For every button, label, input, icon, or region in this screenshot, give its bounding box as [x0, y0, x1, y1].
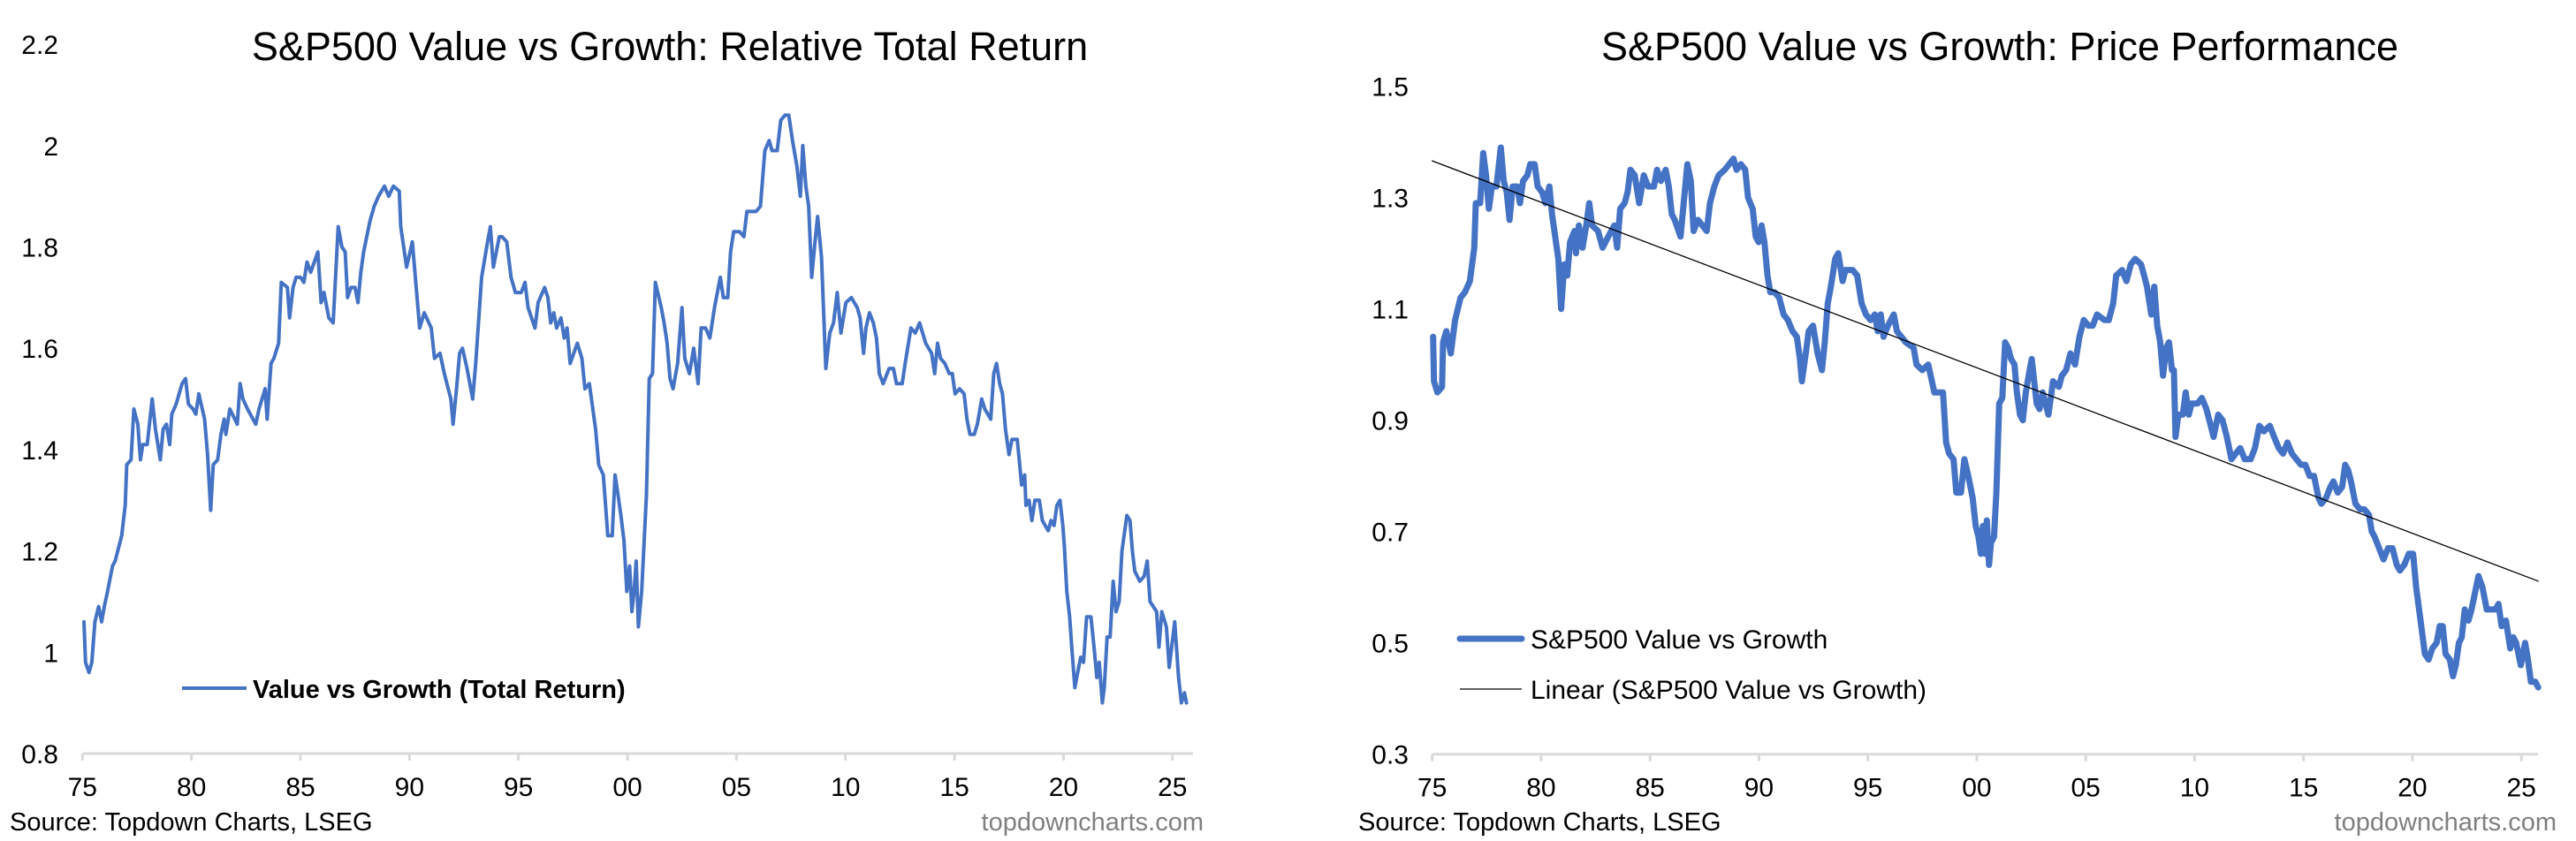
y-tick-label: 1	[43, 639, 58, 668]
x-tick-label: 10	[2180, 774, 2209, 803]
y-tick-label: 1.4	[21, 436, 58, 466]
x-tick-label: 25	[1158, 773, 1187, 802]
x-tick-label: 15	[2289, 774, 2318, 803]
y-tick-label: 1.8	[21, 234, 58, 263]
x-tick-label: 25	[2507, 774, 2536, 803]
y-tick-label: 2.2	[21, 31, 58, 60]
x-tick-label: 20	[2397, 774, 2427, 803]
chart-title: S&P500 Value vs Growth: Relative Total R…	[252, 24, 1088, 69]
x-tick-label: 80	[177, 773, 206, 802]
x-tick-label: 75	[68, 773, 97, 802]
series-line	[1430, 144, 2542, 691]
y-tick-label: 0.5	[1372, 630, 1409, 659]
x-tick-label: 95	[504, 773, 533, 802]
trendline	[1432, 160, 2539, 582]
x-tick-label: 10	[831, 773, 860, 802]
y-tick-label: 1.6	[21, 335, 58, 364]
legend-label-trendline: Linear (S&P500 Value vs Growth)	[1531, 676, 1926, 705]
y-tick-label: 1.5	[1372, 73, 1409, 102]
y-tick-label: 1.2	[21, 538, 58, 567]
x-tick-label: 90	[1744, 774, 1774, 803]
y-tick-label: 0.9	[1372, 407, 1409, 436]
legend: S&P500 Value vs Growth Linear (S&P500 Va…	[1456, 625, 1926, 705]
y-tick-label: 2	[43, 133, 58, 162]
x-tick-label: 85	[1636, 774, 1665, 803]
brand-watermark: topdowncharts.com	[982, 808, 1204, 837]
y-tick-label: 1.1	[1372, 296, 1409, 325]
x-tick-label: 80	[1526, 774, 1555, 803]
x-tick-label: 20	[1049, 773, 1078, 802]
chart-relative-total-return: S&P500 Value vs Growth: Relative Total R…	[10, 24, 1204, 837]
chart-price-performance: S&P500 Value vs Growth: Price Performanc…	[1358, 24, 2557, 837]
legend-label-series: S&P500 Value vs Growth	[1531, 625, 1828, 655]
x-tick-label: 15	[939, 773, 969, 802]
x-tick-label: 00	[612, 773, 642, 802]
source-note: Source: Topdown Charts, LSEG	[10, 808, 373, 837]
legend-label-series: Value vs Growth (Total Return)	[253, 676, 626, 704]
x-tick-label: 05	[2071, 774, 2101, 803]
legend: Value vs Growth (Total Return)	[182, 676, 626, 704]
x-tick-label: 85	[285, 773, 315, 802]
chart-title: S&P500 Value vs Growth: Price Performanc…	[1601, 24, 2398, 69]
y-tick-label: 0.3	[1372, 741, 1409, 770]
y-tick-label: 0.8	[21, 740, 58, 769]
x-tick-label: 75	[1417, 774, 1447, 803]
x-tick-label: 05	[722, 773, 751, 802]
series-line	[82, 113, 1189, 705]
y-tick-label: 1.3	[1372, 185, 1409, 214]
x-tick-label: 00	[1962, 774, 1991, 803]
x-tick-label: 90	[395, 773, 424, 802]
brand-watermark: topdowncharts.com	[2335, 808, 2557, 837]
source-note: Source: Topdown Charts, LSEG	[1358, 808, 1721, 837]
x-tick-label: 95	[1853, 774, 1882, 803]
y-tick-label: 0.7	[1372, 519, 1409, 548]
